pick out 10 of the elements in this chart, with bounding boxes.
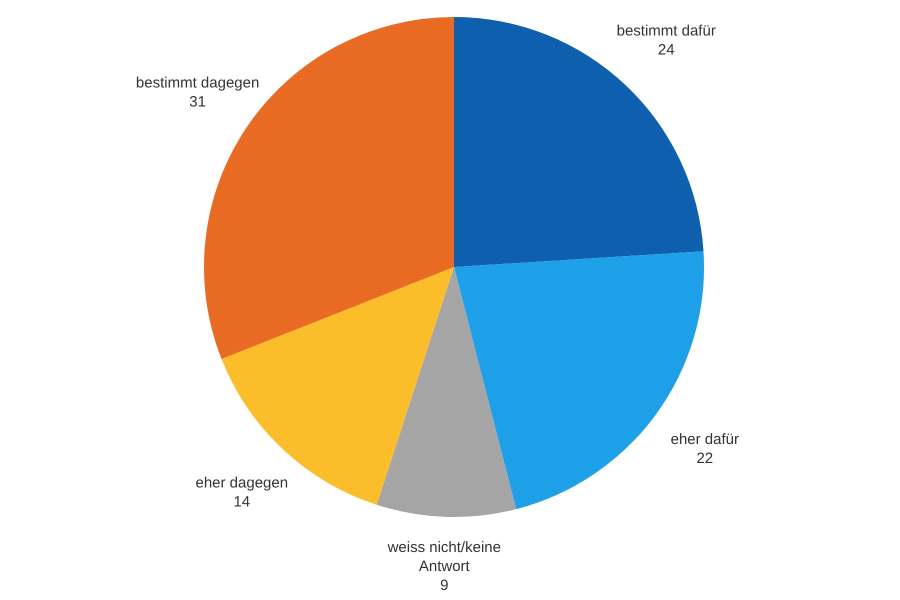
slice-label: eher dagegen xyxy=(195,474,288,492)
data-label: 22 xyxy=(696,450,714,467)
data-label: 14 xyxy=(233,494,250,511)
data-label: 24 xyxy=(658,42,675,59)
data-label: 9 xyxy=(440,577,448,594)
slice-label: bestimmt dafür xyxy=(616,22,716,40)
data-label: 31 xyxy=(189,93,206,110)
slice-label: weiss nicht/keine Antwort xyxy=(386,539,501,576)
slice-label: bestimmt dagegen xyxy=(136,74,260,92)
slice-label: eher dafür xyxy=(670,430,739,448)
